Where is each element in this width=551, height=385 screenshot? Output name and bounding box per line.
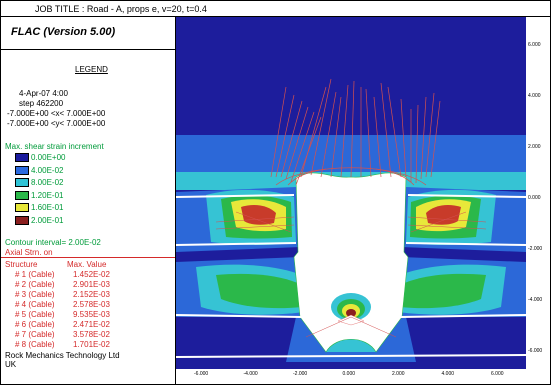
axial-strain-label: Axial Strn. on (5, 248, 53, 257)
right-pillar-contours (398, 187, 526, 317)
code-title-box: FLAC (Version 5.00) (1, 17, 175, 50)
cable-max-value: 3.578E-02 (73, 330, 110, 339)
contour-title: Max. shear strain increment (5, 142, 104, 151)
legend-divider (1, 257, 175, 258)
cable-name: # 6 (Cable) (15, 320, 55, 329)
contour-swatch (15, 178, 29, 187)
cable-name: # 3 (Cable) (15, 290, 55, 299)
contour-level-label: 8.00E-02 (31, 178, 64, 187)
contour-level-label: 1.20E-01 (31, 190, 64, 200)
cable-name: # 8 (Cable) (15, 340, 55, 349)
contour-swatch (15, 190, 29, 200)
y-tick-label: -2.000 (528, 246, 543, 252)
y-tick-label: 4.000 (528, 93, 541, 99)
structure-header: Structure (5, 260, 38, 269)
legend-heading: LEGEND (75, 65, 108, 74)
x-tick-label: 4.000 (441, 371, 455, 377)
cable-max-value: 1.701E-02 (73, 340, 110, 349)
contour-swatch (15, 165, 29, 175)
x-tick-label: 2.000 (392, 371, 405, 377)
contour-level-label: 0.00E+00 (31, 153, 66, 162)
contour-level-label: 1.60E-01 (31, 203, 64, 212)
y-tick-label: -6.000 (528, 348, 543, 354)
contour-level-label: 2.00E-01 (31, 215, 64, 225)
contour-swatch (15, 153, 29, 162)
max-value-header: Max. Value (67, 260, 107, 269)
contour-swatch (15, 215, 29, 225)
y-axis: 6.000 4.000 2.000 0.000 -2.000 -4.000 -6.000 (526, 17, 550, 369)
legend-x-range: -7.000E+00 <x< 7.000E+00 (7, 109, 106, 118)
y-tick-label: -4.000 (528, 297, 543, 303)
x-tick-label: -4.000 (243, 371, 258, 377)
legend-y-range: -7.000E+00 <y< 7.000E+00 (7, 119, 106, 128)
company-country: UK (5, 360, 17, 369)
x-tick-label: 6.000 (491, 371, 504, 377)
y-tick-label: 0.000 (528, 195, 541, 201)
y-tick-label: 6.000 (528, 42, 541, 48)
cable-max-value: 2.901E-03 (73, 280, 110, 289)
x-tick-label: 0.000 (342, 371, 356, 377)
legend-panel: FLAC (Version 5.00) LEGEND 4-Apr-07 4:00… (1, 17, 176, 384)
x-tick-label: -6.000 (194, 371, 209, 377)
cable-name: # 4 (Cable) (15, 300, 55, 309)
legend-step: step 462200 (19, 99, 64, 108)
shear-strain-contour-plot (176, 17, 526, 369)
job-title: JOB TITLE : Road - A, props e, v=20, t=0… (1, 1, 550, 17)
y-tick-label: 2.000 (528, 144, 541, 150)
cable-name: # 7 (Cable) (15, 330, 55, 339)
cable-max-value: 2.471E-02 (73, 320, 110, 329)
legend-date: 4-Apr-07 4:00 (19, 89, 68, 98)
pillar-bolts (215, 211, 487, 338)
cable-max-value: 9.535E-03 (73, 310, 110, 319)
cable-name: # 1 (Cable) (15, 270, 55, 279)
contour-interval: Contour interval= 2.00E-02 (5, 238, 101, 247)
cable-bolts (270, 78, 441, 186)
left-pillar-contours (176, 187, 304, 317)
strata-bands (176, 194, 526, 358)
cable-name: # 5 (Cable) (15, 310, 55, 319)
cable-name: # 2 (Cable) (15, 280, 55, 289)
cable-max-value: 2.578E-03 (73, 300, 110, 309)
code-name: FLAC (Version 5.00) (11, 26, 116, 38)
x-tick-label: -2.000 (293, 371, 308, 377)
cable-max-value: 2.152E-03 (73, 290, 110, 299)
floor-bulge-contours (331, 293, 371, 326)
cable-max-value: 1.452E-02 (73, 270, 110, 279)
contour-level-label: 4.00E-02 (31, 165, 64, 175)
contour-swatch (15, 203, 29, 212)
company-name: Rock Mechanics Technology Ltd (5, 351, 120, 360)
